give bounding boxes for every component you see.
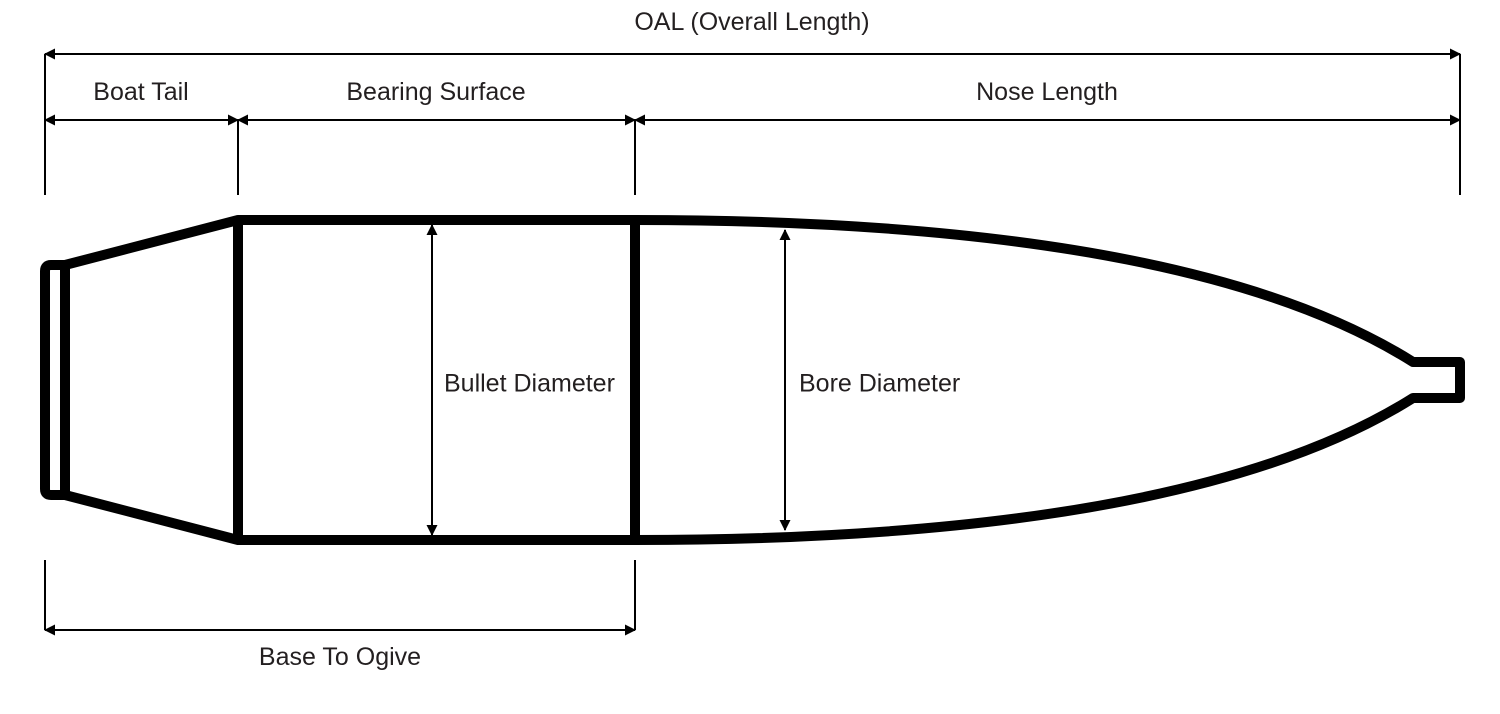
bullet-outline xyxy=(45,220,1460,540)
nose-length-dim-label: Nose Length xyxy=(976,78,1118,106)
bore-diameter-dim-label: Bore Diameter xyxy=(799,370,960,398)
boat-tail-dim-label: Boat Tail xyxy=(93,78,188,106)
bullet-diameter-dim-label: Bullet Diameter xyxy=(444,370,615,398)
base-to-ogive-label: Base To Ogive xyxy=(259,643,421,671)
oal-label: OAL (Overall Length) xyxy=(634,8,869,36)
bearing-surface-dim-label: Bearing Surface xyxy=(346,78,525,106)
